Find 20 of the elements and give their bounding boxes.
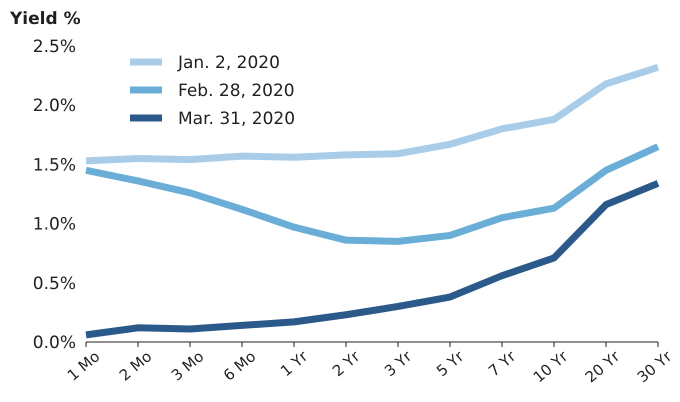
y-tick-label: 0.5% <box>32 274 76 294</box>
legend-label: Feb. 28, 2020 <box>178 80 295 101</box>
x-tick-label: 20 Yr <box>582 346 624 386</box>
x-tick-label: 10 Yr <box>530 346 572 386</box>
x-tick-label: 30 Yr <box>634 346 676 386</box>
x-tick-label: 1 Yr <box>277 346 312 380</box>
y-tick-label: 1.0% <box>32 214 76 235</box>
x-tick-label: 3 Yr <box>381 346 416 380</box>
y-tick-label: 1.5% <box>32 155 76 176</box>
y-tick-label: 2.5% <box>32 36 76 57</box>
legend-label: Mar. 31, 2020 <box>178 108 296 129</box>
legend-label: Jan. 2, 2020 <box>177 52 280 73</box>
x-tick-label: 2 Yr <box>329 346 364 380</box>
x-tick-label: 3 Mo <box>168 347 208 385</box>
x-tick-label: 6 Mo <box>220 347 260 385</box>
x-tick-label: 5 Yr <box>433 346 468 380</box>
x-tick-label: 2 Mo <box>116 347 156 385</box>
y-axis-title: Yield % <box>9 9 81 29</box>
y-tick-label: 2.0% <box>32 96 76 116</box>
x-tick-label: 7 Yr <box>485 346 520 380</box>
